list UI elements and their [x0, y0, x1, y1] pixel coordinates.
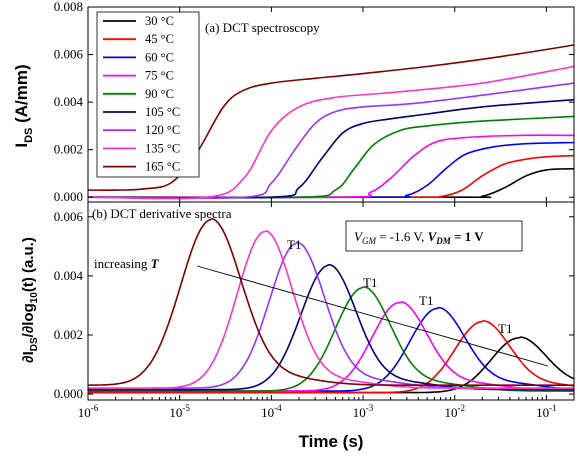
condition-box [345, 220, 523, 252]
panel-b-xtick-label: 10-5 [169, 403, 190, 420]
panel-b-series-105c [88, 263, 574, 391]
panel-a: 0.000 0.002 0.004 0.006 0.008 (a) DCT spectr… [12, 0, 575, 204]
panel-a-series-120c [87, 82, 575, 200]
panel-b-series-135c [88, 230, 574, 389]
peak-label-t1-90c: T1 [363, 275, 377, 290]
legend-label: 165 °C [145, 160, 180, 174]
legend-label: 90 °C [145, 87, 174, 101]
panel-b-series-30c [88, 336, 575, 394]
legend-label: 120 °C [145, 123, 180, 137]
legend-label: 135 °C [145, 141, 180, 155]
panel-a-ytick-label: 0.000 [54, 189, 83, 204]
increasing-t-label: increasing T [94, 256, 160, 271]
panel-b-ytick-label: 0.006 [54, 209, 84, 224]
panel-b-xtick-label: 10-4 [261, 403, 282, 420]
panel-b: 0.000 0.002 0.004 0.006 10-6 10-5 10-4 10-3 10-… [20, 201, 575, 451]
panel-b-ytick-label: 0.002 [54, 327, 83, 342]
panel-b-series-45c [88, 319, 575, 394]
panel-b-ylabel: ∂IDS/∂log10(t) (a.u.) [20, 237, 40, 363]
panel-b-xtick-label: 10-2 [444, 403, 465, 420]
panel-a-ytick-label: 0.002 [54, 142, 83, 157]
panel-b-series-165c [88, 218, 574, 386]
panel-b-ytick-label: 0.000 [54, 386, 83, 401]
panel-b-xtick-label: 10-1 [536, 403, 557, 420]
x-axis-title: Time (s) [299, 432, 364, 451]
panel-b-xtick-label: 10-3 [353, 403, 374, 420]
condition-text: VGM = -1.6 V, VDM = 1 V [354, 229, 484, 246]
panel-b-series-90c [88, 286, 574, 392]
legend-label: 60 °C [145, 50, 174, 64]
panel-a-label: (a) DCT spectroscopy [205, 20, 320, 35]
panel-a-series-90c [87, 115, 575, 199]
legend-label: 75 °C [145, 69, 174, 83]
peak-label-t1-60c: T1 [419, 293, 433, 308]
peak-label-t1-120c: T1 [287, 237, 301, 252]
panel-b-ytick-label: 0.004 [54, 268, 84, 283]
legend-label: 105 °C [145, 105, 180, 119]
increasing-t-arrow [196, 265, 549, 367]
panel-a-ytick-label: 0.008 [54, 0, 83, 14]
panel-a-series-75c [87, 134, 575, 199]
legend-label: 45 °C [145, 32, 174, 46]
panel-a-ytick-label: 0.004 [54, 94, 84, 109]
panel-a-series-165c [87, 44, 575, 191]
panel-b-frame [87, 201, 575, 401]
peak-label-t1-30c: T1 [498, 321, 512, 336]
panel-a-ylabel: IDS (A/mm) [12, 64, 35, 147]
legend-label: 30 °C [145, 14, 174, 28]
panel-b-label: (b) DCT derivative spectra [92, 206, 232, 221]
panel-a-ytick-label: 0.006 [54, 47, 84, 62]
panel-b-xtick-label: 10-6 [78, 403, 99, 420]
panel-a-series-135c [87, 65, 575, 200]
